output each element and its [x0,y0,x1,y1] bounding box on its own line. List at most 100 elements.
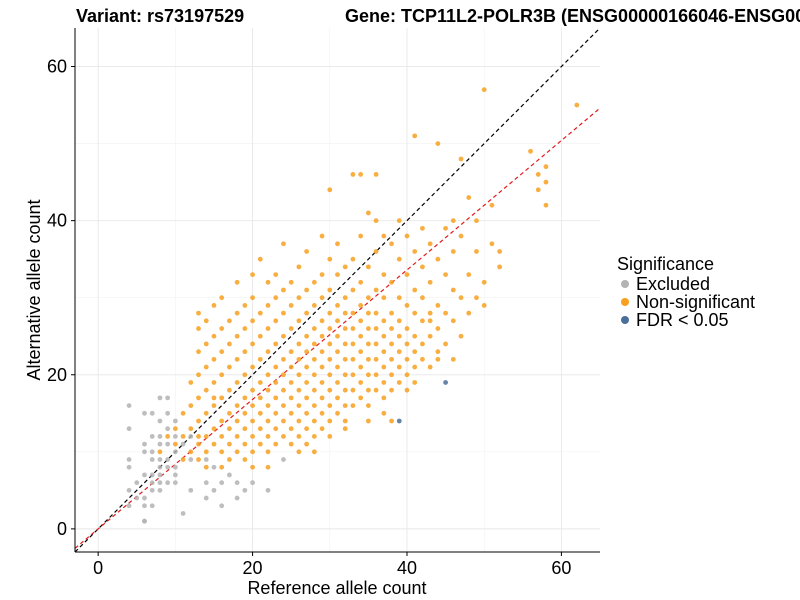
data-point [373,387,379,393]
data-point [211,487,217,493]
data-point [288,349,294,355]
data-point [420,341,425,347]
data-point [250,387,255,393]
legend-item: Non-significant [621,292,755,312]
data-point [427,310,433,316]
data-point [281,457,286,462]
data-point [250,341,255,347]
data-point [304,395,310,401]
data-point [342,356,348,362]
data-point [188,403,194,408]
data-point [219,295,225,301]
data-point [466,272,472,277]
data-point [273,441,279,447]
data-point [126,457,132,462]
data-point [435,256,441,262]
data-point [227,318,232,324]
data-point [420,295,425,301]
data-point [219,503,225,509]
data-point [227,457,232,462]
data-point [234,380,240,385]
data-point [180,434,186,439]
y-tick-label: 60 [47,57,67,77]
data-point [242,457,248,462]
data-point [327,403,333,408]
data-point [288,303,294,308]
data-point [381,364,387,370]
data-point [234,333,240,339]
data-point [435,303,441,308]
data-point [157,395,163,401]
data-point [404,233,410,239]
data-point [481,87,487,93]
data-point [497,264,503,270]
data-point [227,341,232,347]
data-point [373,218,379,224]
data-point [304,364,310,370]
data-point [227,426,232,432]
data-point [250,364,255,370]
data-point [311,449,317,455]
data-point [211,380,217,385]
data-point [365,295,371,301]
data-point [242,441,248,447]
data-point [396,380,402,385]
data-point [250,434,255,439]
data-point [157,418,163,424]
data-point [335,349,340,355]
data-point [350,287,356,293]
data-point [203,341,209,347]
data-point [311,434,317,439]
data-point [149,503,155,509]
data-point [188,380,194,385]
data-point [412,349,418,355]
data-point [242,326,248,331]
data-point [288,380,294,385]
data-point [404,387,410,393]
data-point [281,418,286,424]
data-point [342,387,348,393]
data-point [250,295,255,301]
data-point [358,318,364,324]
data-point [234,418,240,424]
data-point [389,279,394,285]
data-point [389,341,394,347]
data-point [149,480,155,486]
data-point [265,326,271,331]
data-point [342,295,348,301]
data-point [412,364,418,370]
data-point [412,333,418,339]
data-point [304,249,310,254]
data-point [172,426,178,432]
data-point [319,233,325,239]
data-point [373,341,379,347]
data-point [142,449,147,455]
data-point [358,349,364,355]
legend-key [621,280,629,288]
data-point [389,387,394,393]
data-point [234,310,240,316]
data-point [327,287,333,293]
data-point [180,457,186,462]
data-point [142,472,147,478]
data-point [381,233,387,239]
data-point [365,372,371,378]
data-point [365,310,371,316]
data-point [342,426,348,432]
reference-line-identity [74,27,601,553]
data-point [196,310,201,316]
data-point [219,349,225,355]
data-point [381,380,387,385]
data-point [234,434,240,439]
data-point [319,364,325,370]
data-point [157,472,163,478]
data-point [265,449,271,455]
data-point [389,356,394,362]
series-non-significant [157,87,580,470]
legend: Significance ExcludedNon-significantFDR … [617,254,755,330]
data-point [311,418,317,424]
data-point [165,410,171,416]
data-point [327,372,333,378]
data-point [335,395,340,401]
data-point [273,318,279,324]
